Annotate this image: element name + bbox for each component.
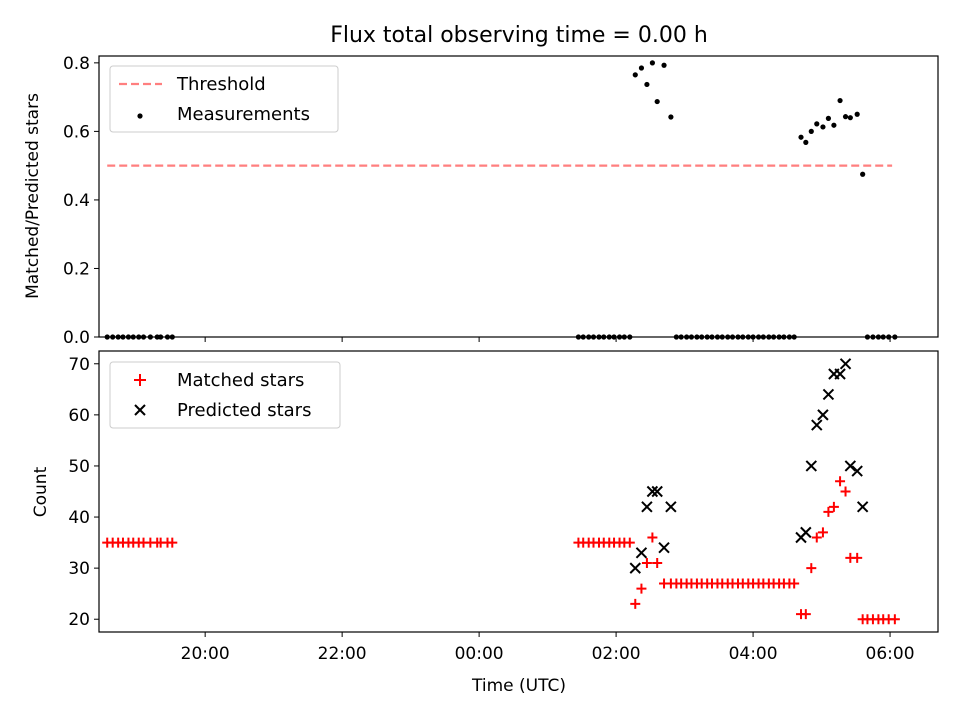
matched-stars-point xyxy=(806,563,817,574)
matched-stars-point xyxy=(630,598,641,609)
matched-stars-point xyxy=(840,486,851,497)
predicted-stars-point xyxy=(658,541,670,554)
bottom-plot-area xyxy=(102,358,900,625)
matched-stars-point xyxy=(652,558,663,569)
matched-stars-point xyxy=(167,537,178,548)
predicted-stars-legend-label: Predicted stars xyxy=(177,400,311,421)
predicted-stars-point xyxy=(629,562,641,574)
predicted-stars-point xyxy=(665,501,677,513)
measurement-point xyxy=(820,124,826,130)
predicted-stars-point xyxy=(646,485,659,498)
measurement-point xyxy=(632,72,638,78)
measurement-point xyxy=(661,62,667,68)
bottom-y-axis-label: Count xyxy=(31,466,51,517)
bottom-axes-frame xyxy=(98,350,939,633)
measurement-point xyxy=(654,98,660,105)
predicted-stars-point xyxy=(856,501,869,513)
measurement-point xyxy=(837,97,843,104)
x-tick-label: 06:00 xyxy=(866,644,915,664)
y-tick-label: 0.0 xyxy=(63,328,90,348)
measurement-point xyxy=(808,128,814,134)
y-tick-label: 50 xyxy=(68,457,90,477)
matched-stars-point xyxy=(789,578,800,589)
matched-stars-point xyxy=(636,583,647,594)
matched-stars-point xyxy=(828,501,839,512)
predicted-stars-point xyxy=(800,526,812,539)
matched-stars-point xyxy=(889,614,900,625)
predicted-stars-point xyxy=(805,460,818,472)
y-tick-label: 60 xyxy=(68,406,90,426)
matched-stars-point xyxy=(852,552,863,563)
top-x-ticks xyxy=(204,337,891,342)
bottom-panel: 20 30 40 50 60 70 20:00 22:00 00:00 02:00 04:00 06… xyxy=(31,350,939,696)
y-tick-label: 0.6 xyxy=(63,122,90,142)
y-tick-label: 40 xyxy=(68,508,90,528)
predicted-stars-point xyxy=(811,419,823,431)
x-axis-label: Time (UTC) xyxy=(471,676,566,696)
y-tick-label: 30 xyxy=(68,559,90,579)
measurement-point xyxy=(854,111,860,117)
y-tick-label: 70 xyxy=(68,355,90,375)
y-tick-label: 20 xyxy=(68,610,90,630)
y-tick-label: 0.4 xyxy=(63,191,90,211)
top-axes-frame xyxy=(98,55,939,338)
matched-stars-point xyxy=(811,532,822,543)
matched-stars-point xyxy=(823,506,834,517)
predicted-stars-point xyxy=(635,547,648,559)
matched-stars-point xyxy=(817,527,828,538)
measurement-point xyxy=(860,171,866,177)
predicted-stars-point xyxy=(641,501,653,513)
x-tick-label: 20:00 xyxy=(181,644,230,664)
top-y-ticks: 0.0 0.2 0.4 0.6 0.8 xyxy=(63,54,99,348)
measurement-point xyxy=(644,81,650,88)
matched-stars-point xyxy=(647,532,658,543)
x-tick-label: 22:00 xyxy=(318,644,367,664)
top-panel: 0.00.20.40.60.8 Matched/Predicted stars … xyxy=(23,54,939,348)
y-tick-label: 0.8 xyxy=(63,54,90,74)
measurement-point xyxy=(847,115,853,121)
measurement-point xyxy=(798,134,804,140)
measurement-point xyxy=(825,115,832,121)
predicted-stars-point xyxy=(844,460,857,472)
measurements-legend-label: Measurements xyxy=(177,104,310,125)
predicted-stars-point xyxy=(839,358,852,370)
matched-stars-legend-label: Matched stars xyxy=(177,370,304,391)
matched-stars-point xyxy=(624,537,635,548)
top-legend: Threshold Measurements xyxy=(109,65,339,133)
x-tick-label: 00:00 xyxy=(455,644,504,664)
measurement-point xyxy=(814,121,820,127)
y-tick-label: 0.2 xyxy=(63,259,90,279)
bottom-x-ticks: 20:00 22:00 00:00 02:00 04:00 06:00 xyxy=(181,632,915,664)
predicted-stars-point xyxy=(651,485,663,498)
x-tick-label: 04:00 xyxy=(729,644,778,664)
measurements-legend-marker xyxy=(137,113,143,119)
predicted-stars-legend-marker xyxy=(134,404,146,416)
matched-stars-point xyxy=(800,609,811,620)
bottom-legend: Matched stars Predicted stars xyxy=(109,361,341,429)
top-y-axis-label: Matched/Predicted stars xyxy=(23,93,43,299)
measurement-point xyxy=(803,139,809,145)
threshold-legend-label: Threshold xyxy=(176,74,266,95)
measurement-point xyxy=(842,114,849,120)
predicted-stars-point xyxy=(822,388,835,401)
bottom-legend-box xyxy=(109,361,341,429)
predicted-stars-point xyxy=(817,409,829,421)
measurement-point xyxy=(638,65,645,71)
top-legend-box xyxy=(109,65,339,133)
matched-stars-point xyxy=(835,476,846,487)
measurement-point xyxy=(649,60,655,66)
predicted-stars-point xyxy=(851,465,863,477)
predicted-stars-point xyxy=(834,368,846,380)
matched-stars-legend-marker xyxy=(134,374,146,386)
measurement-point xyxy=(668,114,674,120)
measurement-point xyxy=(831,122,837,128)
x-tick-label: 02:00 xyxy=(592,644,641,664)
bottom-y-ticks: 20 30 40 50 60 70 xyxy=(68,355,99,630)
chart-title: Flux total observing time = 0.00 h xyxy=(330,23,708,48)
matched-stars-point xyxy=(641,558,652,569)
